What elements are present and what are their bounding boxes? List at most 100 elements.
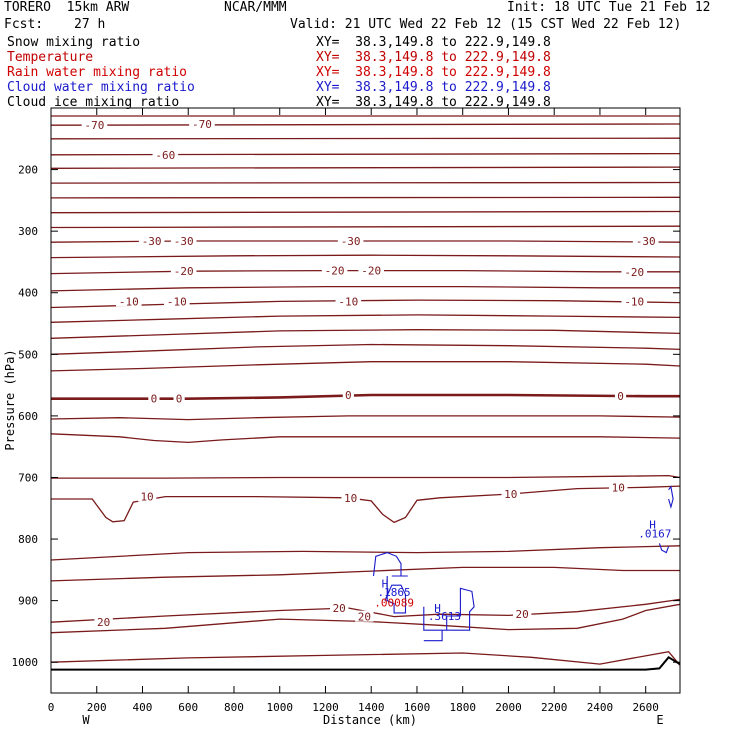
cloud-water-contour <box>384 576 407 614</box>
isotherm-label: 0 <box>345 389 352 402</box>
isotherm-line <box>50 299 681 309</box>
plot-frame <box>50 107 681 694</box>
isotherm-label: 10 <box>344 492 357 505</box>
valid-time: Valid: 21 UTC Wed 22 Feb 12 (15 CST Wed … <box>290 17 682 32</box>
x-tick-label: 400 <box>133 701 153 714</box>
y-tick-label: 1000 <box>12 656 39 669</box>
x-tick-label: 2200 <box>541 701 568 714</box>
isotherm-label-mask <box>321 264 348 276</box>
isotherm-line <box>50 650 681 666</box>
x-tick-label: 2400 <box>587 701 614 714</box>
cross-section-coords-cloud-ice: XY= 38.3,149.8 to 222.9,149.8 <box>316 95 551 110</box>
terrain-group <box>51 656 681 671</box>
isotherm-label-mask <box>337 235 364 247</box>
cloud-contour-group <box>372 485 674 642</box>
forecast-label: Fcst: <box>4 17 44 32</box>
y-tick-label: 500 <box>18 348 38 361</box>
model-title: TORERO 15km ARW <box>4 0 130 15</box>
isotherm-group <box>50 115 681 666</box>
x-tick-label: 800 <box>224 701 244 714</box>
field-name-snow: Snow mixing ratio <box>7 35 141 50</box>
isotherm-label-mask <box>512 608 532 620</box>
isotherm-label: -20 <box>624 266 644 279</box>
isotherm-label-mask <box>329 602 349 614</box>
x-tick-label: 200 <box>87 701 107 714</box>
isotherm-line <box>50 196 681 199</box>
maximum-value-label: .00089 <box>374 596 414 609</box>
x-axis-west-label: W <box>82 713 90 727</box>
isotherm-label-mask <box>115 295 142 307</box>
cross-section-coords-cloud-water: XY= 38.3,149.8 to 222.9,149.8 <box>316 80 551 95</box>
contour-label-group: -70 -70 -60 -30 -30 -30 -30 -20 -20 -20 -20 -10 -10 -… <box>81 118 671 629</box>
isotherm-line <box>50 415 681 421</box>
isotherm-label: -30 <box>341 235 361 248</box>
maximum-value-label: .3613 <box>428 610 461 623</box>
cloud-water-contour <box>372 552 408 577</box>
field-name-cloud-water: Cloud water mixing ratio <box>7 80 195 95</box>
isotherm-label-mask <box>81 119 108 131</box>
isotherm-line <box>50 329 681 339</box>
y-tick-label: 900 <box>18 595 38 608</box>
x-axis-title: Distance (km) <box>323 713 417 727</box>
isotherm-label: -70 <box>85 119 105 132</box>
cloud-water-contour <box>423 587 475 642</box>
isotherm-label-mask <box>501 488 520 500</box>
maximum-value-label: .1865 <box>378 586 411 599</box>
isotherm-line <box>50 269 680 275</box>
isotherm-label-mask <box>173 392 185 404</box>
isotherm-label: 10 <box>504 488 517 501</box>
cloud-water-contour <box>668 485 674 510</box>
isotherm-label: -10 <box>624 295 644 308</box>
x-tick-label: 1000 <box>266 701 293 714</box>
isotherm-label: -20 <box>174 265 194 278</box>
isotherm-label: -10 <box>167 295 187 308</box>
isotherm-label-mask <box>342 388 354 400</box>
isotherm-label: 0 <box>176 393 183 406</box>
isotherm-line <box>50 210 681 214</box>
axes-group: 0 200 400 600 800 1000 1200 1400 1600 1800 2000 220… <box>12 108 680 714</box>
field-name-temperature: Temperature <box>7 50 94 65</box>
isotherm-line <box>50 545 681 561</box>
isotherm-label: 10 <box>612 481 625 494</box>
isotherm-line <box>50 166 681 169</box>
isotherm-line <box>50 566 680 582</box>
isotherm-label-mask <box>189 118 215 130</box>
maximum-marker: H <box>649 518 656 531</box>
y-tick-label: 600 <box>18 410 38 423</box>
isotherm-label-mask <box>341 491 360 503</box>
isotherm-label: -10 <box>338 295 358 308</box>
isotherm-label: -20 <box>325 265 345 278</box>
x-tick-label: 0 <box>48 701 55 714</box>
isotherm-label: -10 <box>119 295 139 308</box>
isotherm-line <box>50 603 681 634</box>
isotherm-label-mask <box>148 392 160 404</box>
isotherm-label: 0 <box>151 393 158 406</box>
isotherm-label: -20 <box>361 265 381 278</box>
isotherm-line <box>51 393 680 401</box>
isotherm-label: 20 <box>97 616 110 629</box>
x-tick-label: 1600 <box>404 701 431 714</box>
isotherm-line <box>50 225 681 229</box>
isotherm-label-mask <box>358 264 385 276</box>
y-axis-title: Pressure (hPa) <box>3 349 17 450</box>
isotherm-label: -30 <box>142 235 162 248</box>
isotherm-label-mask <box>335 295 362 307</box>
y-tick-label: 400 <box>18 287 38 300</box>
isotherm-label-mask <box>621 295 648 307</box>
init-time: Init: 18 UTC Tue 21 Feb 12 <box>507 0 711 15</box>
x-axis-east-label: E <box>656 713 663 727</box>
y-tick-label: 300 <box>18 225 38 238</box>
isotherm-line <box>50 361 681 372</box>
field-name-cloud-ice: Cloud ice mixing ratio <box>7 95 180 110</box>
x-tick-label: 2000 <box>495 701 522 714</box>
isotherm-label-mask <box>621 265 648 277</box>
isotherm-label: -30 <box>636 235 656 248</box>
isotherm-label-mask <box>614 390 627 402</box>
isotherm-line <box>50 343 681 355</box>
maximum-marker: H <box>382 577 389 590</box>
x-tick-label: 600 <box>178 701 198 714</box>
isotherm-label-mask <box>609 481 628 493</box>
isotherm-label-mask <box>164 295 190 307</box>
isotherm-line <box>50 285 680 292</box>
